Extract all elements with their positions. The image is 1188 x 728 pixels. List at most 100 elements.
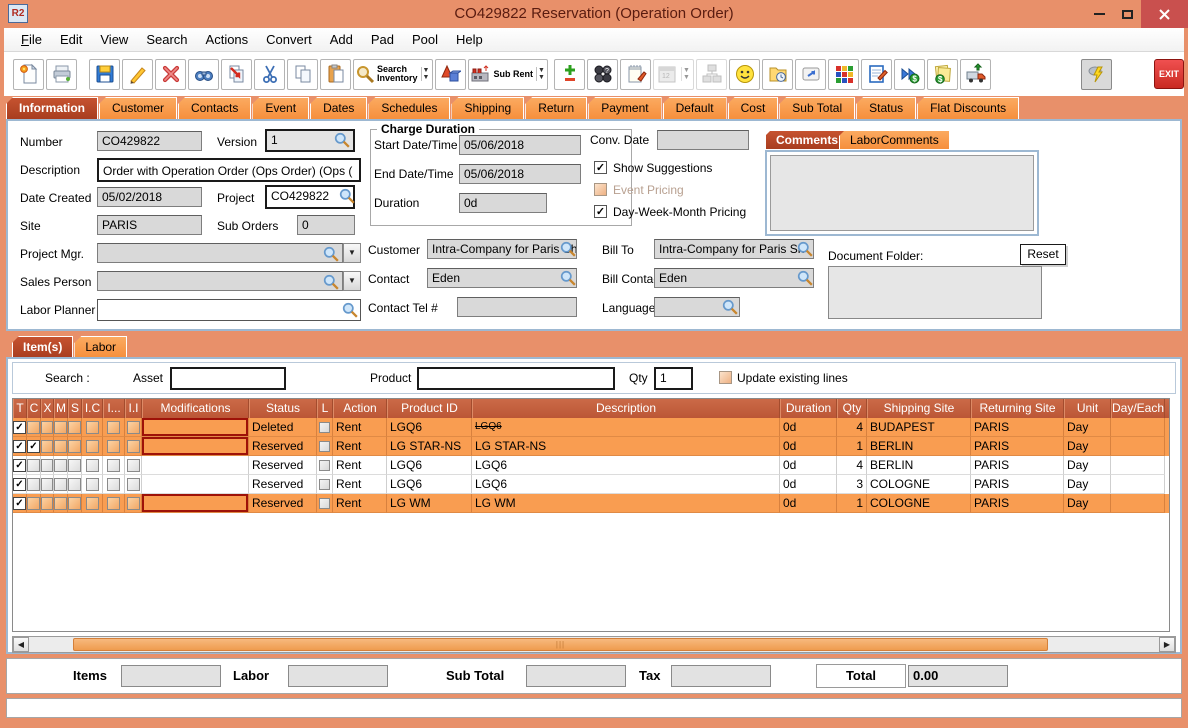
tab-dates[interactable]: Dates [310, 97, 368, 119]
unit-cell[interactable]: Day [1064, 418, 1111, 437]
modifications-cell[interactable] [142, 475, 249, 494]
bill-contact-field[interactable]: Eden [654, 268, 814, 288]
l-checkbox[interactable] [319, 497, 330, 509]
row-checkbox-x[interactable] [41, 420, 53, 434]
end-date-field[interactable]: 05/06/2018 [459, 164, 581, 184]
sales-person-dropdown[interactable]: ▼ [343, 271, 361, 291]
unit-cell[interactable]: Day [1064, 437, 1111, 456]
menu-search[interactable]: Search [146, 32, 188, 47]
version-search-icon[interactable] [334, 132, 350, 148]
row-checkbox-ii[interactable] [126, 496, 140, 510]
sub-rent-button[interactable]: Sub Rent ▼ ▼ [467, 58, 549, 90]
tab-information[interactable]: Information [6, 97, 98, 119]
total-button[interactable]: Total [816, 664, 906, 688]
sales-person-field[interactable] [97, 271, 343, 291]
row-checkbox-i[interactable] [107, 420, 120, 434]
sales-person-search-icon[interactable] [323, 274, 339, 290]
start-date-field[interactable]: 05/06/2018 [459, 135, 581, 155]
bill-to-field[interactable]: Intra-Company for Paris Sh [654, 239, 814, 259]
col-header-duration[interactable]: Duration [780, 399, 837, 418]
row-checkbox-s[interactable] [68, 477, 81, 491]
description-field[interactable]: Order with Operation Order (Ops Order) (… [97, 158, 361, 182]
tab-subtotal[interactable]: Sub Total [779, 97, 856, 119]
duration-cell[interactable]: 0d [780, 494, 837, 513]
col-header-shipping-site[interactable]: Shipping Site [867, 399, 971, 418]
status-cell[interactable]: Reserved [249, 437, 317, 456]
tab-labor-comments[interactable]: LaborComments [839, 130, 950, 150]
unit-cell[interactable]: Day [1064, 494, 1111, 513]
project-mgr-search-icon[interactable] [323, 246, 339, 262]
row-checkbox-ic[interactable] [85, 420, 99, 434]
minimize-button[interactable] [1085, 0, 1113, 28]
search-inventory-dropdown[interactable]: ▼ ▼ [420, 67, 431, 81]
calendar-dropdown[interactable]: ▼ ▼ [681, 67, 691, 81]
shortcut-key-button[interactable] [795, 58, 827, 90]
row-checkbox-x[interactable] [41, 439, 53, 453]
project-search-icon[interactable] [339, 188, 355, 204]
shipping-site-cell[interactable]: BERLIN [867, 437, 971, 456]
col-header-c[interactable]: C [27, 399, 41, 418]
tab-items[interactable]: Item(s) [12, 336, 74, 358]
update-existing-checkbox[interactable] [719, 371, 732, 384]
col-header-ii[interactable]: I.I [125, 399, 142, 418]
customer-search-icon[interactable] [560, 241, 576, 257]
shipping-site-cell[interactable]: BERLIN [867, 456, 971, 475]
menu-add[interactable]: Add [329, 32, 353, 47]
comments-field[interactable] [770, 155, 1034, 231]
tab-event[interactable]: Event [252, 97, 310, 119]
tab-comments[interactable]: Comments [765, 130, 850, 150]
version-field[interactable]: 1 [265, 129, 355, 152]
sub-orders-field[interactable]: 0 [297, 215, 355, 235]
qty-cell[interactable]: 4 [837, 456, 867, 475]
status-cell[interactable]: Reserved [249, 475, 317, 494]
row-checkbox-t[interactable]: ✓ [13, 458, 26, 472]
menu-edit[interactable]: Edit [59, 32, 83, 47]
status-cell[interactable]: Deleted [249, 418, 317, 437]
row-checkbox-c[interactable]: ✓ [27, 439, 40, 453]
row-checkbox-i[interactable] [107, 439, 120, 453]
description-cell[interactable]: LGQ6 [472, 475, 780, 494]
l-checkbox[interactable] [319, 478, 330, 490]
day-each-cell[interactable] [1111, 437, 1165, 456]
duration-cell[interactable]: 0d [780, 475, 837, 494]
contact-search-icon[interactable] [560, 270, 576, 286]
scrollbar-thumb[interactable]: ||| [73, 638, 1048, 651]
row-checkbox-c[interactable] [27, 496, 40, 510]
col-header-qty[interactable]: Qty [837, 399, 867, 418]
tab-schedules[interactable]: Schedules [368, 97, 451, 119]
new-document-button[interactable] [13, 58, 44, 90]
row-checkbox-t[interactable]: ✓ [13, 420, 26, 434]
table-row[interactable]: ✓ Deleted Rent LGQ6 LGQ6 0d 4 BUDAPEST P… [13, 418, 1169, 437]
description-cell[interactable]: LG WM [472, 494, 780, 513]
action-cell[interactable]: Rent [333, 494, 387, 513]
l-checkbox[interactable] [319, 421, 330, 433]
table-row[interactable]: ✓ Reserved Rent LGQ6 LGQ6 0d 4 BERLIN PA… [13, 456, 1169, 475]
save-button[interactable] [89, 58, 120, 90]
shapes-button[interactable] [434, 58, 466, 90]
tab-payment[interactable]: Payment [588, 97, 662, 119]
quick-mode-button[interactable] [1081, 58, 1112, 90]
action-cell[interactable]: Rent [333, 437, 387, 456]
action-cell[interactable]: Rent [333, 475, 387, 494]
shipping-site-cell[interactable]: COLOGNE [867, 475, 971, 494]
product-id-cell[interactable]: LGQ6 [387, 456, 472, 475]
col-header-description[interactable]: Description [472, 399, 780, 418]
product-id-cell[interactable]: LG WM [387, 494, 472, 513]
qty-cell[interactable]: 4 [837, 418, 867, 437]
row-checkbox-m[interactable] [54, 477, 67, 491]
row-checkbox-t[interactable]: ✓ [13, 439, 26, 453]
add-line-button[interactable] [554, 58, 586, 90]
exit-button[interactable]: EXIT [1154, 59, 1184, 89]
notepad-button[interactable] [620, 58, 652, 90]
day-each-cell[interactable] [1111, 494, 1165, 513]
sub-rent-dropdown[interactable]: ▼ ▼ [536, 67, 546, 81]
day-each-cell[interactable] [1111, 456, 1165, 475]
calendar-button[interactable]: 12 ▼ ▼ [653, 58, 695, 90]
row-checkbox-s[interactable] [68, 496, 81, 510]
col-header-unit[interactable]: Unit [1064, 399, 1111, 418]
col-header-s[interactable]: S [68, 399, 82, 418]
find-button[interactable] [188, 58, 219, 90]
col-header-modifications[interactable]: Modifications [142, 399, 249, 418]
returning-site-cell[interactable]: PARIS [971, 475, 1064, 494]
menu-convert[interactable]: Convert [266, 32, 312, 47]
